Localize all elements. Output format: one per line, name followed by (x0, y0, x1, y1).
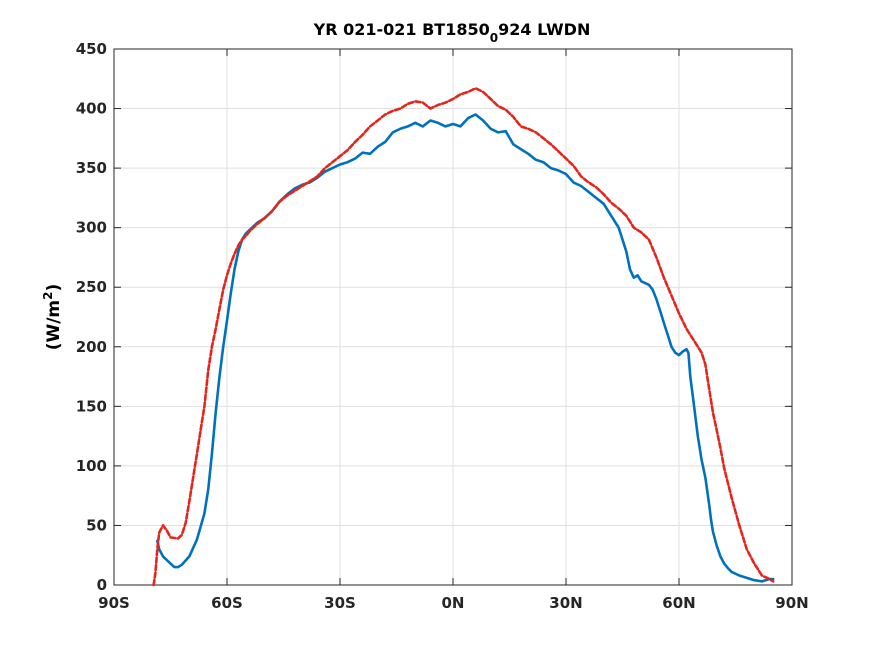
y-tick-label: 100 (76, 457, 107, 475)
y-axis-label: (W/m2) (41, 284, 64, 351)
y-tick-label: 50 (86, 516, 107, 534)
y-tick-label: 250 (76, 278, 107, 296)
x-tick-labels: 90S 60S 30S 0N 30N 60N 90N (98, 594, 809, 612)
chart-title-main: YR 021-021 BT1850 (313, 20, 490, 39)
x-tick-label: 0N (442, 594, 465, 612)
chart-title-subscript: 0 (490, 31, 498, 45)
chart-title: YR 021-021 BT18500924 LWDN (313, 20, 591, 45)
x-tick-label: 60S (211, 594, 243, 612)
axis-ticks (113, 48, 793, 586)
y-tick-label: 0 (97, 576, 107, 594)
series-line-1 (156, 113, 775, 583)
series-lines (152, 87, 775, 587)
x-tick-label: 60N (662, 594, 695, 612)
y-tick-label: 300 (76, 219, 107, 237)
y-tick-label: 150 (76, 397, 107, 415)
y-tick-label: 350 (76, 159, 107, 177)
series-line-2 (152, 87, 775, 587)
x-tick-label: 90N (775, 594, 808, 612)
y-axis-label-main: (W/m (44, 300, 64, 350)
y-axis-label-superscript: 2 (41, 291, 55, 299)
y-tick-labels: 0 50 100 150 200 250 300 350 400 450 (76, 40, 107, 594)
y-tick-label: 450 (76, 40, 107, 58)
y-tick-label: 400 (76, 100, 107, 118)
y-axis-label-tail: ) (44, 284, 64, 292)
y-tick-label: 200 (76, 338, 107, 356)
x-tick-label: 30N (549, 594, 582, 612)
x-tick-label: 30S (324, 594, 356, 612)
chart-title-tail: 924 LWDN (498, 20, 590, 39)
grid-lines (114, 49, 792, 585)
x-tick-label: 90S (98, 594, 130, 612)
